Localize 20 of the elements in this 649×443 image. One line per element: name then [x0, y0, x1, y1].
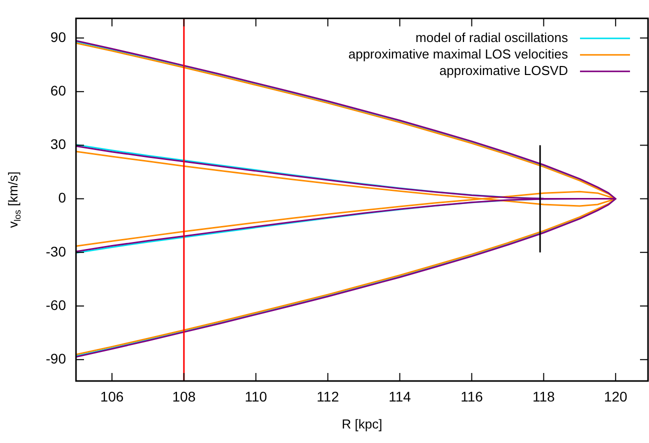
x-tick-label: 110	[244, 388, 268, 404]
x-axis-title: R [kpc]	[342, 416, 382, 432]
y-tick-label: 60	[50, 82, 66, 98]
x-tick-label: 108	[172, 388, 196, 404]
y-axis-title: vlos [km/s]	[6, 171, 22, 228]
x-tick-label: 114	[388, 388, 412, 404]
x-tick-label: 116	[460, 388, 484, 404]
x-tick-label: 106	[100, 388, 124, 404]
legend-label: approximative LOSVD	[439, 62, 568, 78]
legend-label: approximative maximal LOS velocities	[348, 46, 568, 62]
y-tick-label: 0	[58, 190, 66, 206]
y-tick-label: 30	[50, 136, 66, 152]
y-tick-label: 90	[50, 28, 66, 45]
x-tick-label: 120	[604, 388, 628, 404]
x-tick-label: 112	[316, 388, 340, 404]
y-tick-label: -30	[46, 243, 66, 260]
x-tick-label: 118	[532, 388, 556, 404]
y-tick-label: -90	[46, 350, 66, 366]
y-tick-label: -60	[46, 296, 66, 313]
legend-label: model of radial oscillations	[416, 30, 568, 45]
